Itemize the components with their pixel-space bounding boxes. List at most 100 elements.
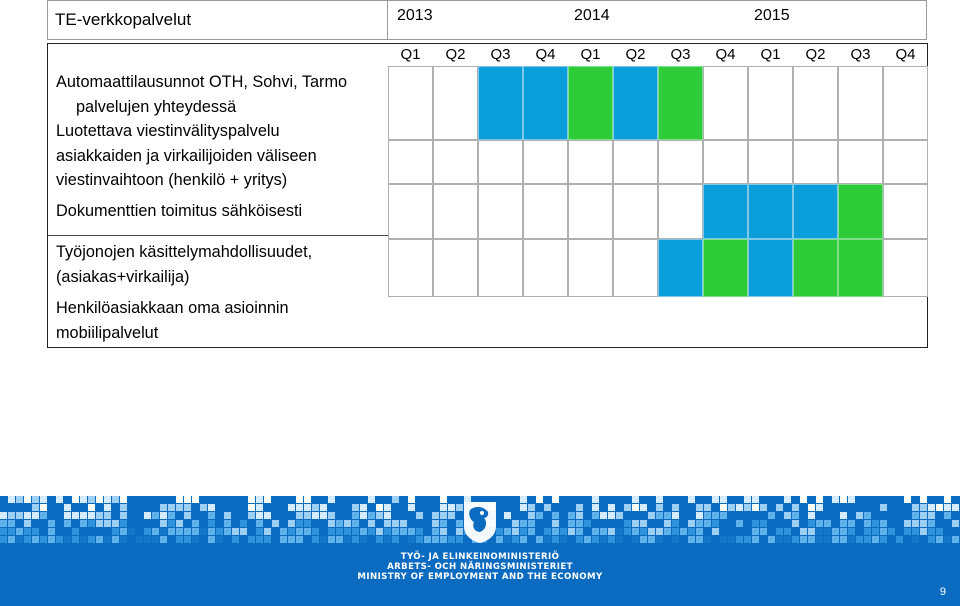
footer-pixel bbox=[352, 512, 359, 519]
timeline-cell bbox=[793, 66, 838, 140]
footer-pixel bbox=[912, 528, 919, 535]
footer-pixel bbox=[104, 496, 111, 503]
footer-pixel bbox=[672, 536, 679, 543]
footer-pixel bbox=[104, 512, 111, 519]
footer-pixel bbox=[176, 504, 183, 511]
footer-pixel bbox=[528, 528, 535, 535]
footer-pixel bbox=[528, 504, 535, 511]
footer-pixel bbox=[216, 536, 223, 543]
footer-pixel bbox=[80, 496, 87, 503]
footer-pixel bbox=[816, 536, 823, 543]
footer-pixel bbox=[552, 536, 559, 543]
footer-pixel bbox=[928, 504, 935, 511]
timeline-cell-blue bbox=[658, 239, 703, 297]
timeline-cell-green bbox=[703, 239, 748, 297]
footer-pixel bbox=[544, 536, 551, 543]
footer-pixel bbox=[392, 536, 399, 543]
footer-pixel bbox=[784, 512, 791, 519]
footer-pixel bbox=[728, 536, 735, 543]
footer-pixel bbox=[184, 496, 191, 503]
footer-pixel bbox=[832, 496, 839, 503]
footer-pixel bbox=[464, 496, 471, 503]
footer-pixel bbox=[704, 504, 711, 511]
footer-pixel bbox=[936, 536, 943, 543]
footer-pixel bbox=[8, 536, 15, 543]
footer-pixel bbox=[144, 536, 151, 543]
footer-pixel bbox=[672, 520, 679, 527]
footer-pixel bbox=[848, 528, 855, 535]
quarter-label: Q3 bbox=[850, 46, 871, 63]
footer-pixel bbox=[344, 536, 351, 543]
timeline-cell bbox=[523, 140, 568, 184]
footer-pixel bbox=[208, 536, 215, 543]
footer-pixel bbox=[304, 528, 311, 535]
timeline-cell-green bbox=[838, 184, 883, 239]
footer-pixel bbox=[608, 504, 615, 511]
footer-pixel bbox=[344, 520, 351, 527]
footer-pixel bbox=[176, 496, 183, 503]
footer-pixel bbox=[304, 520, 311, 527]
footer-pixel bbox=[208, 528, 215, 535]
footer-pixel bbox=[392, 528, 399, 535]
quarter-label: Q4 bbox=[535, 46, 556, 63]
footer-pixel bbox=[808, 528, 815, 535]
timeline-cell bbox=[613, 239, 658, 297]
footer-pixel bbox=[456, 536, 463, 543]
footer-pixel bbox=[720, 512, 727, 519]
row-divider bbox=[48, 235, 388, 236]
footer-pixel bbox=[8, 512, 15, 519]
footer-pixel bbox=[512, 520, 519, 527]
footer-pixel bbox=[248, 536, 255, 543]
footer-pixel bbox=[408, 536, 415, 543]
quarter-label: Q3 bbox=[670, 46, 691, 63]
footer-pixel bbox=[784, 528, 791, 535]
footer-pixel bbox=[928, 520, 935, 527]
footer-pixel bbox=[112, 496, 119, 503]
footer-pixel bbox=[160, 528, 167, 535]
timeline-cell bbox=[883, 239, 928, 297]
year-label: 2014 bbox=[574, 7, 610, 24]
footer-pixel bbox=[16, 536, 23, 543]
footer-pixel bbox=[496, 528, 503, 535]
timeline-cell-green bbox=[838, 239, 883, 297]
footer-pixel bbox=[448, 504, 455, 511]
footer-pixel bbox=[64, 504, 71, 511]
footer-pixel bbox=[792, 536, 799, 543]
footer-pixel bbox=[376, 512, 383, 519]
footer-pixel bbox=[576, 504, 583, 511]
footer-pixel bbox=[320, 504, 327, 511]
footer-pixel bbox=[288, 504, 295, 511]
footer-pixel bbox=[520, 496, 527, 503]
footer-pixel bbox=[56, 536, 63, 543]
timeline-cell bbox=[838, 140, 883, 184]
footer-pixel bbox=[192, 520, 199, 527]
footer-pixel bbox=[192, 496, 199, 503]
quarter-label: Q3 bbox=[490, 46, 511, 63]
footer-pixel bbox=[608, 512, 615, 519]
footer-pixel bbox=[336, 528, 343, 535]
footer-pixel bbox=[312, 504, 319, 511]
timeline-cell-blue bbox=[748, 239, 793, 297]
footer-pixel bbox=[536, 496, 543, 503]
footer-pixel bbox=[384, 528, 391, 535]
footer-pixel bbox=[0, 520, 7, 527]
footer-pixel bbox=[632, 496, 639, 503]
footer-pixel bbox=[840, 520, 847, 527]
footer-pixel bbox=[920, 496, 927, 503]
timeline-cell bbox=[883, 66, 928, 140]
footer-pixel bbox=[936, 504, 943, 511]
timeline-cell bbox=[613, 140, 658, 184]
footer-pixel bbox=[152, 536, 159, 543]
year-label: 2015 bbox=[754, 7, 790, 24]
footer-pixel bbox=[336, 520, 343, 527]
footer-pixel bbox=[592, 504, 599, 511]
footer-pixel bbox=[32, 536, 39, 543]
footer-pixel bbox=[432, 520, 439, 527]
footer-pixel bbox=[504, 528, 511, 535]
footer-pixel bbox=[72, 512, 79, 519]
footer-pixel bbox=[280, 536, 287, 543]
footer-pixel bbox=[608, 528, 615, 535]
footer-pixel bbox=[840, 512, 847, 519]
timeline-cell bbox=[388, 239, 433, 297]
footer-pixel bbox=[632, 504, 639, 511]
